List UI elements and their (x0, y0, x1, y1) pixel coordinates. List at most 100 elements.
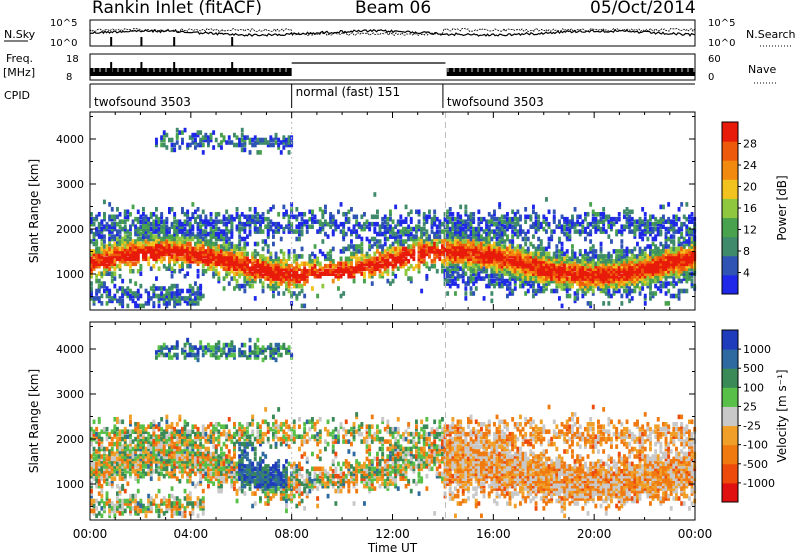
range-cell (591, 266, 595, 271)
range-cell (480, 241, 483, 247)
range-cell (97, 212, 101, 217)
range-cell (597, 263, 600, 269)
range-cell (160, 135, 164, 140)
range-cell (248, 273, 252, 279)
range-cell (261, 212, 265, 217)
range-cell (123, 429, 127, 434)
range-cell (568, 236, 572, 242)
range-cell (147, 454, 151, 459)
range-cell (204, 241, 208, 247)
range-cell (131, 469, 135, 474)
range-cell (581, 263, 585, 269)
range-cell (625, 224, 629, 229)
range-cell (220, 259, 223, 264)
range-cell (142, 436, 145, 442)
range-cell (599, 276, 603, 281)
range-cell (118, 486, 122, 491)
range-cell (337, 276, 340, 281)
range-cell (108, 454, 112, 459)
range-cell (108, 246, 112, 252)
power-panel-ytick-label: 4000 (56, 133, 84, 146)
range-cell (508, 244, 512, 249)
range-cell (576, 229, 580, 234)
range-cell (295, 296, 299, 301)
range-cell (90, 466, 93, 472)
range-cell (173, 244, 177, 249)
range-cell (568, 226, 572, 232)
range-cell (604, 278, 608, 284)
range-cell (126, 454, 130, 459)
range-cell (233, 286, 236, 291)
range-cell (508, 216, 512, 222)
range-cell (194, 234, 197, 239)
power-panel-cells (90, 127, 697, 309)
range-cell (209, 137, 213, 143)
range-cell (394, 246, 398, 252)
range-cell (378, 256, 382, 262)
range-cell (298, 276, 301, 281)
range-cell (532, 251, 535, 257)
range-cell (116, 239, 119, 244)
range-cell (95, 214, 99, 220)
range-cell (324, 256, 327, 262)
range-cell (381, 231, 385, 237)
range-cell (110, 278, 114, 284)
range-cell (160, 229, 164, 234)
range-cell (493, 246, 496, 252)
range-cell (123, 488, 127, 494)
range-cell (545, 254, 548, 259)
range-cell (123, 436, 127, 442)
range-cell (142, 449, 145, 454)
range-cell (581, 268, 585, 274)
range-cell (664, 268, 668, 274)
range-cell (261, 229, 265, 234)
range-cell (649, 256, 652, 262)
range-cell (214, 231, 218, 237)
range-cell (654, 226, 658, 232)
range-cell (474, 261, 478, 267)
range-cell (448, 241, 452, 247)
range-cell (667, 281, 671, 286)
range-cell (682, 244, 686, 249)
range-cell (474, 236, 478, 242)
range-cell (396, 251, 400, 257)
range-cell (568, 229, 572, 234)
range-cell (542, 259, 546, 264)
range-cell (97, 511, 101, 516)
range-cell (266, 229, 270, 234)
range-cell (584, 216, 587, 222)
range-cell (100, 471, 104, 477)
range-cell (573, 254, 577, 259)
range-cell (381, 221, 385, 227)
range-cell (287, 268, 291, 274)
range-cell (238, 261, 242, 267)
range-cell (105, 491, 109, 496)
range-cell (334, 263, 338, 269)
range-cell (524, 281, 528, 286)
range-cell (555, 268, 559, 274)
range-cell (342, 268, 346, 274)
range-cell (682, 236, 686, 242)
range-cell (584, 271, 587, 276)
range-cell (266, 259, 270, 264)
range-cell (617, 281, 621, 286)
range-cell (144, 456, 148, 462)
range-cell (415, 236, 418, 242)
range-cell (506, 221, 509, 227)
range-cell (152, 226, 156, 232)
range-cell (584, 229, 587, 234)
range-cell (464, 241, 468, 247)
range-cell (126, 251, 130, 257)
range-cell (259, 229, 262, 234)
range-cell (108, 481, 112, 486)
range-cell (183, 244, 187, 249)
range-cell (298, 254, 301, 259)
range-cell (318, 249, 322, 254)
range-cell (243, 254, 247, 259)
range-cell (95, 256, 99, 262)
range-cell (654, 254, 658, 259)
range-cell (537, 281, 541, 286)
range-cell (108, 254, 112, 259)
range-cell (672, 241, 676, 247)
range-cell (238, 286, 242, 291)
